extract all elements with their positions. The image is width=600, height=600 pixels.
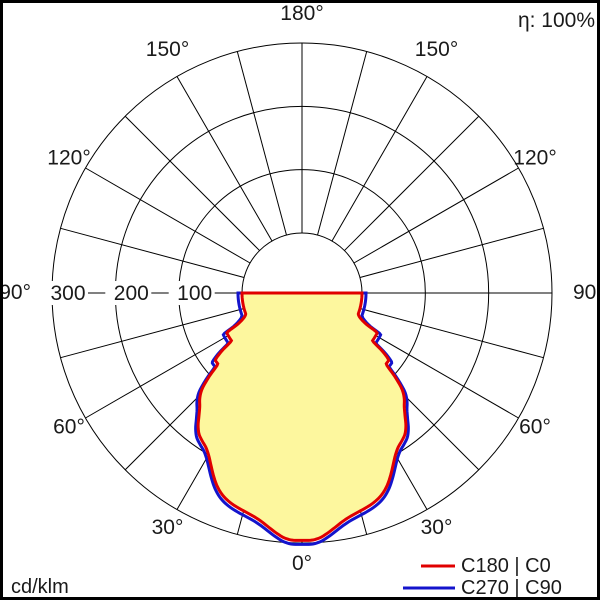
svg-text:η: 100%: η: 100%: [518, 9, 595, 32]
svg-text:150°: 150°: [415, 38, 458, 61]
svg-text:150°: 150°: [146, 38, 189, 61]
svg-text:120°: 120°: [47, 147, 90, 170]
svg-text:cd/klm: cd/klm: [11, 576, 69, 598]
svg-text:60°: 60°: [53, 416, 85, 439]
svg-text:30°: 30°: [421, 516, 453, 539]
svg-text:120°: 120°: [513, 147, 556, 170]
svg-text:0°: 0°: [292, 552, 312, 575]
svg-text:300: 300: [50, 282, 85, 305]
svg-text:C270 | C90: C270 | C90: [461, 577, 562, 599]
svg-text:30°: 30°: [152, 516, 184, 539]
svg-text:60°: 60°: [519, 416, 551, 439]
svg-text:90°: 90°: [3, 281, 31, 304]
svg-text:90°: 90°: [573, 281, 600, 304]
svg-text:180°: 180°: [280, 3, 323, 25]
svg-text:100: 100: [177, 282, 212, 305]
svg-text:C180 | C0: C180 | C0: [461, 555, 551, 577]
svg-text:200: 200: [114, 282, 149, 305]
